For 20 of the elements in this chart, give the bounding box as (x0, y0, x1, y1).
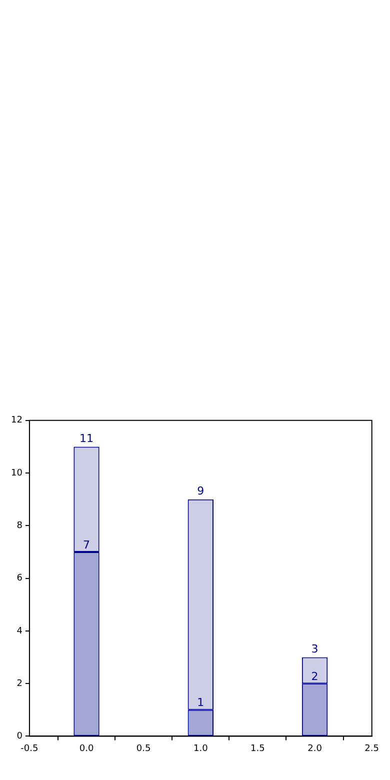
y-tick-label: 8 (16, 521, 23, 532)
x-tick-label: -0.5 (20, 744, 38, 754)
total-label: 3 (311, 642, 318, 656)
y-tick-label: 2 (16, 678, 22, 689)
data-label: 1 (197, 696, 204, 710)
x-tick-label: 0.0 (79, 744, 94, 754)
y-tick-label: 10 (11, 468, 23, 478)
y-tick-label: 0 (16, 732, 23, 742)
data-label: 2 (311, 670, 318, 683)
x-tick-label: 2.0 (308, 744, 322, 754)
x-tick-label: 0.5 (136, 744, 151, 754)
y-tick-label: 6 (16, 574, 23, 584)
total-label: 9 (197, 484, 204, 498)
y-tick-label: 12 (11, 416, 22, 426)
x-tick-label: 1.0 (193, 744, 208, 754)
x-tick-label: 1.5 (250, 744, 265, 754)
x-tick-label: 2.5 (364, 744, 380, 754)
data-label: 7 (83, 538, 90, 552)
total-label: 11 (80, 432, 94, 446)
y-tick-label: 4 (16, 626, 23, 636)
